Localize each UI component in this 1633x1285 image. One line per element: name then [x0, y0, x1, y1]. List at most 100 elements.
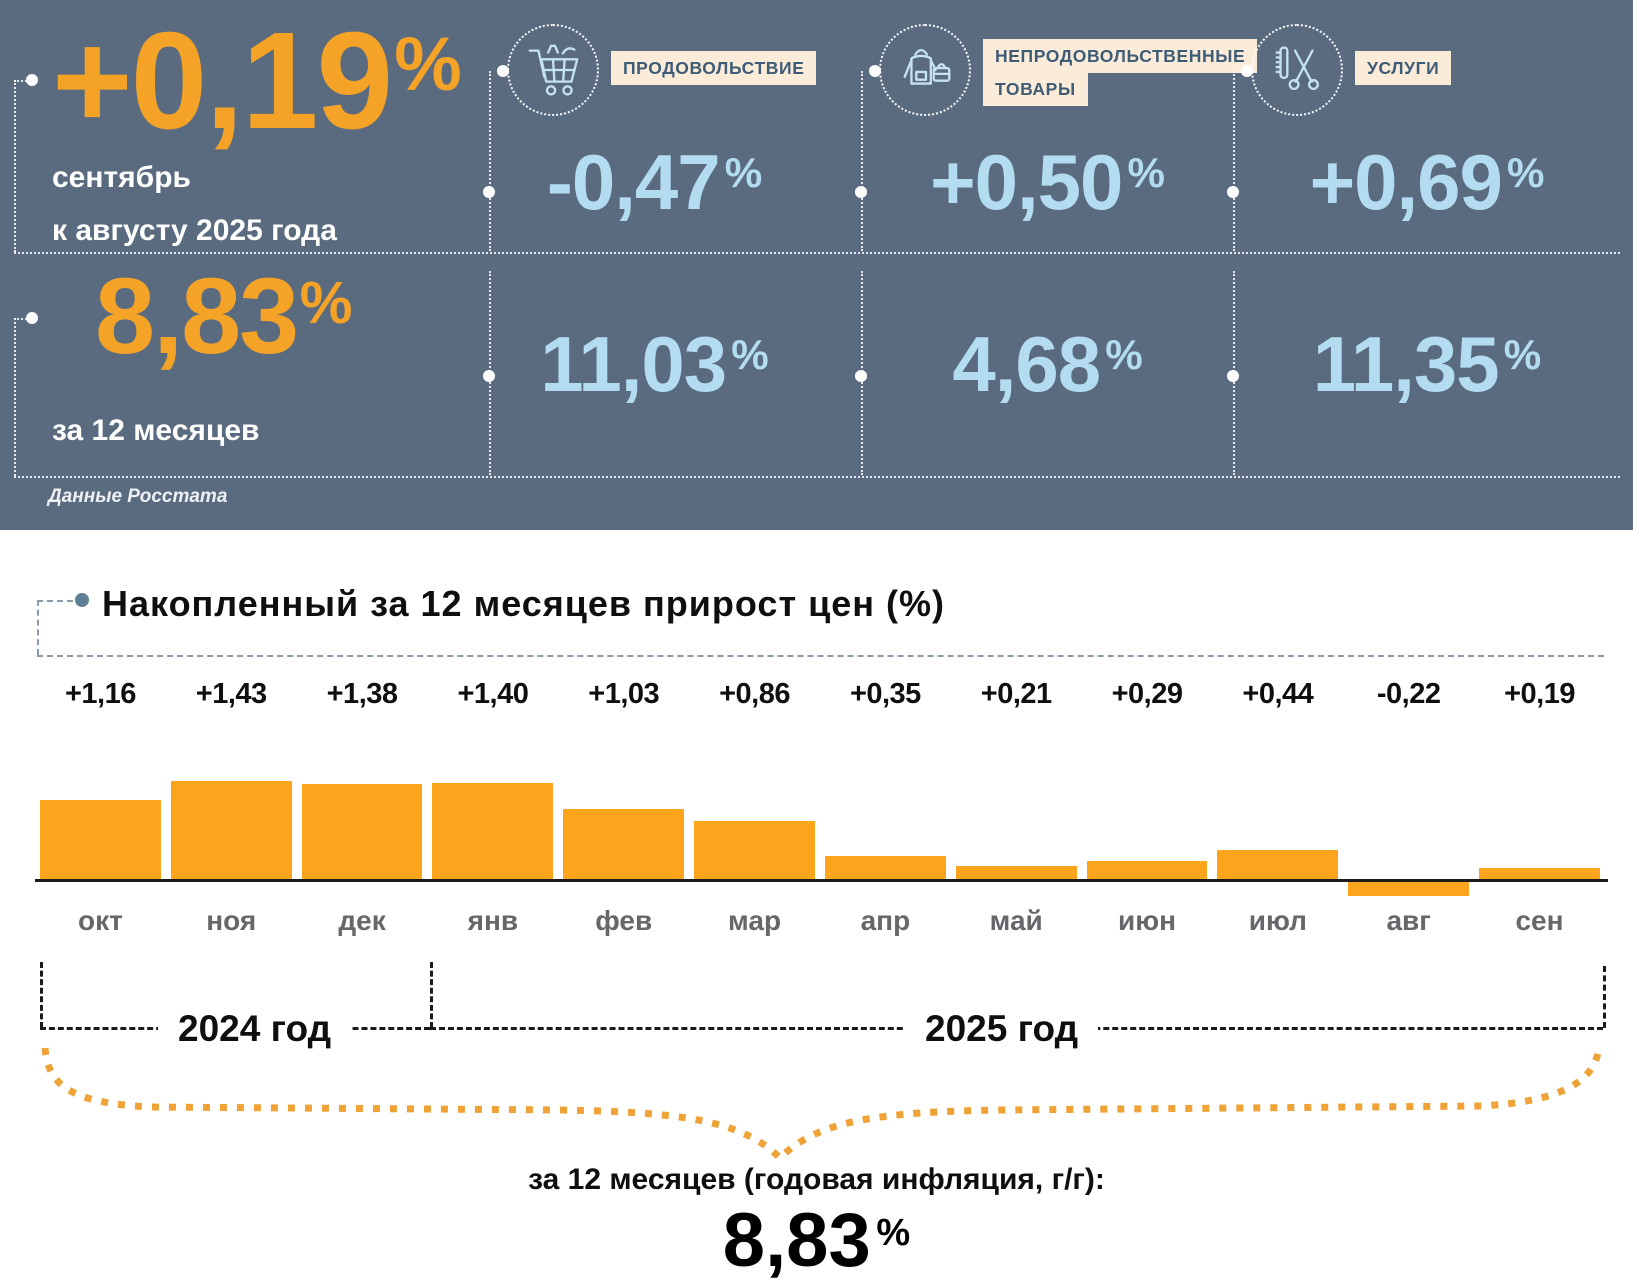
month-label: янв	[467, 905, 519, 936]
bar	[35, 721, 166, 901]
title-dash	[37, 600, 73, 602]
x-axis-line	[35, 879, 1608, 882]
bar	[297, 721, 428, 901]
bar-value-label: +1,40	[457, 678, 529, 710]
percent-sign: %	[876, 1212, 911, 1255]
month-label: авг	[1386, 905, 1431, 936]
anchor-dot	[1227, 186, 1239, 198]
category-nonfood: НЕПРОДОВОЛЬСТВЕННЫЕ ТОВАРЫ +0,50% 4,68%	[861, 0, 1258, 530]
anchor-dot	[26, 74, 38, 86]
category-services-annual: 11,35%	[1233, 320, 1620, 408]
clothing-and-bag-icon	[879, 24, 971, 116]
bar-value-label: +0,44	[1242, 678, 1314, 710]
category-label-text: ПРОДОВОЛЬСТВИЕ	[611, 51, 817, 85]
year-label-2024: 2024 год	[158, 1008, 352, 1050]
bar	[951, 721, 1082, 901]
value: -0,47	[546, 138, 721, 226]
dotted-separator	[14, 252, 1620, 254]
year-bracket-tick	[1603, 966, 1606, 1028]
category-label-food: ПРОДОВОЛЬСТВИЕ	[611, 51, 817, 85]
percent-sign: %	[299, 269, 353, 337]
caption-line-2: к августу 2025 года	[52, 213, 337, 247]
year-bracket-tick	[40, 962, 43, 1028]
bar-value-label: -0,22	[1376, 678, 1441, 710]
title-dash	[37, 600, 39, 655]
caption-line-1: сентябрь	[52, 161, 191, 194]
bar-value-label: +1,38	[326, 678, 398, 710]
bar-value-label: +0,35	[849, 678, 921, 710]
percent-sign: %	[731, 331, 768, 379]
anchor-dot	[483, 186, 495, 198]
anchor-dot	[855, 186, 867, 198]
category-nonfood-monthly: +0,50%	[861, 138, 1233, 226]
percent-sign: %	[1127, 149, 1164, 197]
bar-value-label: +0,29	[1111, 678, 1183, 710]
headline-monthly-number: +0,19	[52, 4, 393, 158]
summary-panel: +0,19% сентябрь к августу 2025 года 8,83…	[0, 0, 1633, 530]
anchor-dot	[483, 370, 495, 382]
month-label: ноя	[206, 905, 257, 936]
bar	[427, 721, 558, 901]
category-label-text: НЕПРОДОВОЛЬСТВЕННЫЕ ТОВАРЫ	[983, 39, 1258, 107]
anchor-dot	[1227, 370, 1239, 382]
bar-value-label: +0,86	[719, 678, 790, 710]
dotted-separator	[14, 80, 16, 252]
dotted-separator	[1233, 71, 1235, 251]
month-label: апр	[860, 905, 911, 936]
dotted-separator	[14, 80, 30, 82]
category-services: УСЛУГИ +0,69% 11,35%	[1233, 0, 1620, 530]
month-label: июн	[1118, 905, 1177, 936]
category-food: ПРОДОВОЛЬСТВИЕ -0,47% 11,03%	[489, 0, 819, 530]
year-label-2025: 2025 год	[905, 1008, 1099, 1050]
bar-value-label: +1,43	[195, 678, 267, 710]
headline-annual-number: 8,83	[95, 255, 299, 376]
category-services-monthly: +0,69%	[1233, 138, 1620, 226]
month-label: сен	[1515, 905, 1564, 936]
month-labels: окт ноя дек янв фев мар апр май июн июл авг сен	[35, 905, 1605, 937]
bar	[166, 721, 297, 901]
bar-value-label: +1,03	[588, 678, 660, 710]
percent-sign: %	[1503, 331, 1541, 379]
brace-curve	[41, 1045, 1603, 1163]
category-label-services: УСЛУГИ	[1355, 51, 1452, 85]
category-nonfood-annual: 4,68%	[861, 320, 1233, 408]
year-bracket-tick	[430, 962, 433, 1028]
category-label-text: УСЛУГИ	[1355, 51, 1452, 85]
bar-value-label: +0,21	[980, 678, 1052, 710]
month-label: июл	[1248, 905, 1307, 936]
percent-sign: %	[1506, 149, 1544, 197]
value: 4,68	[952, 320, 1101, 408]
dotted-separator	[14, 318, 16, 476]
bar	[1212, 721, 1343, 901]
category-food-monthly: -0,47%	[489, 138, 819, 226]
headline-annual-value: 8,83%	[95, 262, 352, 370]
category-food-annual: 11,03%	[489, 321, 819, 408]
annual-inflation-caption: за 12 месяцев (годовая инфляция, г/г):	[528, 1163, 1105, 1196]
anchor-dot	[26, 312, 38, 324]
value: 11,35	[1312, 320, 1500, 408]
value: 8,83	[722, 1198, 871, 1283]
dotted-separator	[14, 318, 30, 320]
bar	[558, 721, 689, 901]
percent-sign: %	[1105, 331, 1142, 379]
bar	[820, 721, 951, 901]
bar	[1082, 721, 1213, 901]
anchor-dot	[1241, 65, 1253, 77]
month-label: дек	[338, 905, 386, 936]
anchor-dot	[855, 370, 867, 382]
bar-value-labels: +1,16 +1,43 +1,38 +1,40 +1,03 +0,86 +0,35 +0,21…	[35, 678, 1605, 711]
percent-sign: %	[394, 22, 462, 108]
headline-monthly-value: +0,19%	[52, 12, 462, 150]
dotted-separator	[489, 71, 491, 251]
percent-sign: %	[724, 149, 762, 197]
value: +0,69	[1309, 138, 1503, 226]
chart-top-rule	[37, 655, 1604, 657]
bar	[1343, 721, 1474, 901]
dotted-separator	[14, 476, 1620, 478]
month-label: мар	[728, 905, 782, 936]
comb-and-scissors-icon	[1251, 24, 1343, 116]
anchor-dot	[869, 65, 881, 77]
value: +0,50	[930, 138, 1123, 226]
data-source-note: Данные Росстата	[48, 486, 228, 507]
